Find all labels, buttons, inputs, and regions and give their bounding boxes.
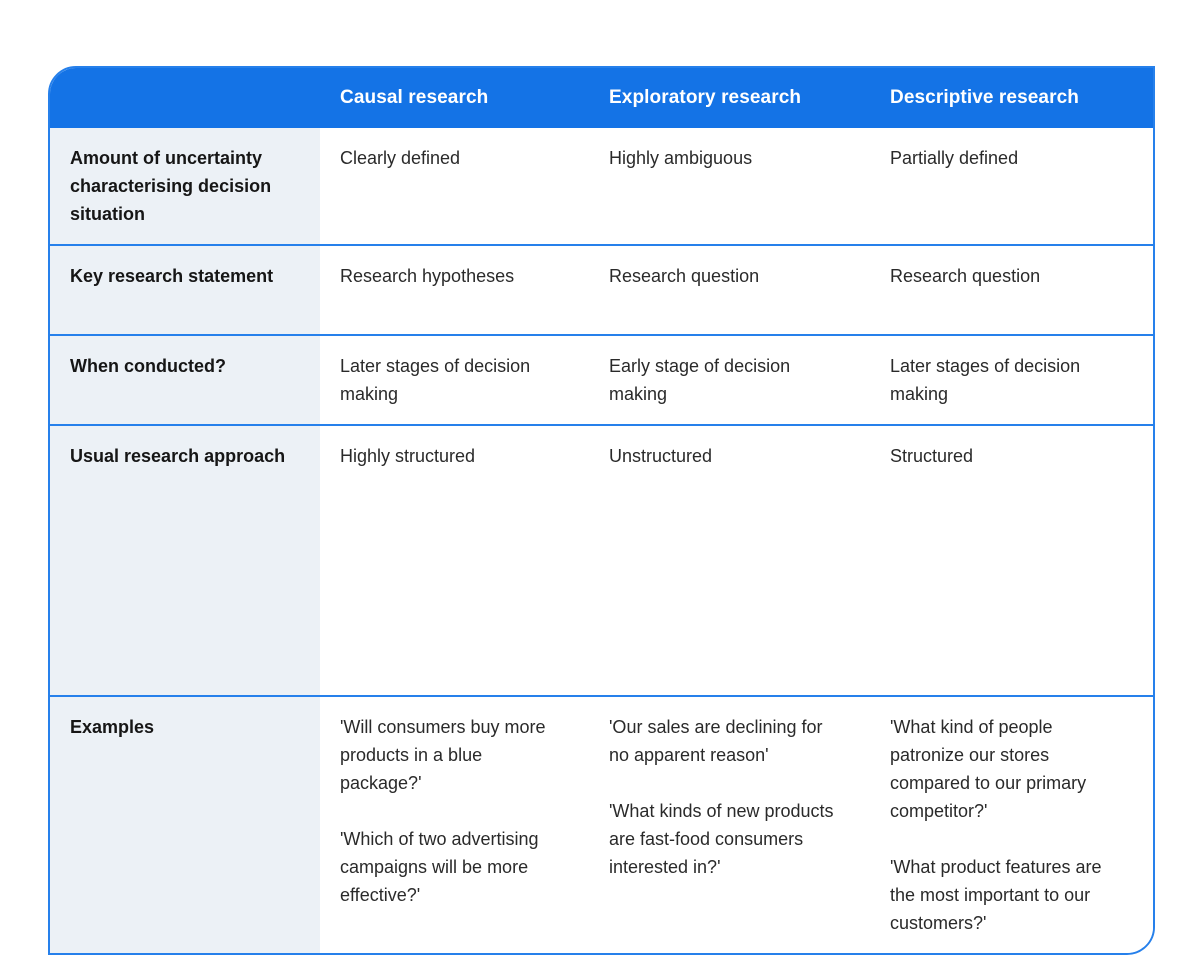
header-cell: Causal research xyxy=(340,87,489,108)
table-row: Usual research approach Highly structured… xyxy=(50,424,1153,695)
table-row: When conducted? Later stages of decision … xyxy=(50,334,1153,424)
table-row: Examples 'Will consumers buy more product… xyxy=(50,695,1153,953)
table-header-row: Causal research Exploratory research Descr… xyxy=(50,68,1153,128)
data-cell: Highly ambiguous xyxy=(589,128,870,244)
data-cell: 'Will consumers buy more products in a b… xyxy=(320,697,589,953)
table-row: Amount of uncertainty characterising dec… xyxy=(50,128,1153,244)
example-paragraph: 'What kind of people patronize our store… xyxy=(890,717,1087,821)
row-label-cell: Examples xyxy=(50,697,320,953)
data-cell: Later stages of decision making xyxy=(320,336,589,424)
data-cell: Research question xyxy=(870,246,1153,334)
example-paragraph: 'What product features are the most impo… xyxy=(890,857,1102,933)
data-cell: Research question xyxy=(589,246,870,334)
data-cell: Research hypotheses xyxy=(320,246,589,334)
comparison-table: Causal research Exploratory research Descr… xyxy=(48,66,1155,955)
data-cell: Clearly defined xyxy=(320,128,589,244)
example-paragraph: 'Our sales are declining for no apparent… xyxy=(609,717,823,765)
data-cell: Structured xyxy=(870,426,1153,695)
table-row: Key research statement Research hypothese… xyxy=(50,244,1153,334)
row-label-cell: Amount of uncertainty characterising dec… xyxy=(50,128,320,244)
data-cell: Early stage of decision making xyxy=(589,336,870,424)
data-cell: 'What kind of people patronize our store… xyxy=(870,697,1153,953)
data-cell: Later stages of decision making xyxy=(870,336,1153,424)
row-label-cell: When conducted? xyxy=(50,336,320,424)
data-cell: 'Our sales are declining for no apparent… xyxy=(589,697,870,953)
example-paragraph: 'Will consumers buy more products in a b… xyxy=(340,717,546,793)
data-cell: Unstructured xyxy=(589,426,870,695)
data-cell: Highly structured xyxy=(320,426,589,695)
header-cell: Descriptive research xyxy=(890,87,1079,108)
example-paragraph: 'What kinds of new products are fast-foo… xyxy=(609,801,834,877)
header-cell: Exploratory research xyxy=(609,87,802,108)
row-label-cell: Key research statement xyxy=(50,246,320,334)
data-cell: Partially defined xyxy=(870,128,1153,244)
row-label-cell: Usual research approach xyxy=(50,426,320,695)
example-paragraph: 'Which of two advertising campaigns will… xyxy=(340,829,539,905)
